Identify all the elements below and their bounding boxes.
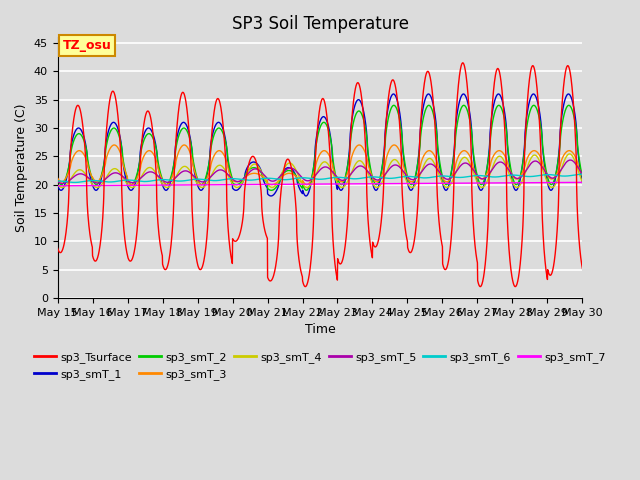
sp3_smT_5 <box>335 176 343 182</box>
sp3_smT_6 <box>532 173 540 179</box>
sp3_smT_4 <box>443 185 451 191</box>
sp3_smT_4 <box>532 153 540 159</box>
Y-axis label: Soil Temperature (C): Soil Temperature (C) <box>15 103 28 232</box>
sp3_smT_5 <box>566 157 574 163</box>
sp3_smT_2 <box>579 174 586 180</box>
sp3_smT_3 <box>200 180 208 186</box>
sp3_smT_3 <box>180 142 188 148</box>
sp3_Tsurface <box>459 60 467 66</box>
sp3_smT_4 <box>547 184 555 190</box>
sp3_Tsurface <box>200 258 208 264</box>
sp3_smT_6 <box>54 178 61 184</box>
sp3_smT_4 <box>472 178 480 183</box>
sp3_Tsurface <box>54 245 61 251</box>
sp3_smT_5 <box>547 175 555 180</box>
Line: sp3_smT_7: sp3_smT_7 <box>58 182 582 186</box>
sp3_smT_5 <box>200 179 208 185</box>
sp3_smT_2 <box>547 182 555 188</box>
sp3_smT_1 <box>473 176 481 182</box>
sp3_smT_5 <box>532 158 540 164</box>
sp3_smT_6 <box>71 180 79 185</box>
sp3_smT_7 <box>335 181 342 187</box>
Line: sp3_smT_3: sp3_smT_3 <box>58 145 582 185</box>
sp3_smT_3 <box>547 176 555 182</box>
sp3_smT_3 <box>579 173 586 179</box>
sp3_smT_3 <box>532 149 540 155</box>
sp3_smT_5 <box>472 171 480 177</box>
sp3_smT_4 <box>200 184 208 190</box>
sp3_Tsurface <box>532 80 540 86</box>
sp3_Tsurface <box>347 135 355 141</box>
Legend: sp3_Tsurface, sp3_smT_1, sp3_smT_2, sp3_smT_3, sp3_smT_4, sp3_smT_5, sp3_smT_6, : sp3_Tsurface, sp3_smT_1, sp3_smT_2, sp3_… <box>29 348 611 384</box>
sp3_smT_5 <box>579 171 586 177</box>
sp3_smT_3 <box>473 174 481 180</box>
sp3_smT_7 <box>547 180 554 185</box>
sp3_smT_7 <box>54 183 61 189</box>
sp3_smT_6 <box>472 173 480 179</box>
sp3_smT_4 <box>579 179 586 185</box>
sp3_smT_7 <box>532 180 540 186</box>
Line: sp3_smT_2: sp3_smT_2 <box>58 105 582 190</box>
sp3_smT_2 <box>54 177 61 182</box>
sp3_smT_2 <box>268 187 275 193</box>
sp3_smT_2 <box>495 102 502 108</box>
sp3_smT_7 <box>579 180 586 185</box>
sp3_smT_6 <box>579 171 586 177</box>
Line: sp3_smT_1: sp3_smT_1 <box>58 94 582 196</box>
sp3_smT_5 <box>347 172 355 178</box>
sp3_Tsurface <box>579 266 586 272</box>
sp3_smT_6 <box>335 174 343 180</box>
sp3_smT_1 <box>200 184 208 190</box>
sp3_smT_7 <box>472 180 480 186</box>
Line: sp3_Tsurface: sp3_Tsurface <box>58 63 582 287</box>
sp3_smT_7 <box>346 181 354 187</box>
sp3_smT_5 <box>59 180 67 186</box>
sp3_smT_2 <box>532 106 540 111</box>
sp3_smT_1 <box>547 187 555 193</box>
sp3_smT_2 <box>472 169 480 175</box>
sp3_smT_3 <box>347 158 355 164</box>
Line: sp3_smT_5: sp3_smT_5 <box>58 160 582 183</box>
sp3_Tsurface <box>547 272 555 277</box>
sp3_smT_2 <box>347 138 355 144</box>
sp3_smT_2 <box>200 180 208 185</box>
sp3_smT_7 <box>200 182 208 188</box>
sp3_smT_2 <box>335 179 343 185</box>
sp3_smT_1 <box>335 185 343 191</box>
sp3_smT_4 <box>566 151 573 157</box>
sp3_Tsurface <box>335 260 343 266</box>
sp3_smT_1 <box>579 180 586 186</box>
sp3_smT_6 <box>347 176 355 181</box>
sp3_smT_6 <box>547 172 555 178</box>
sp3_smT_1 <box>390 91 397 97</box>
sp3_smT_6 <box>200 177 208 182</box>
sp3_Tsurface <box>301 284 309 289</box>
sp3_smT_4 <box>346 173 354 179</box>
sp3_smT_4 <box>54 182 61 188</box>
sp3_smT_3 <box>54 175 61 181</box>
sp3_smT_4 <box>335 182 342 188</box>
sp3_smT_3 <box>198 182 205 188</box>
sp3_smT_1 <box>532 96 540 101</box>
Line: sp3_smT_6: sp3_smT_6 <box>58 174 582 182</box>
X-axis label: Time: Time <box>305 323 335 336</box>
sp3_smT_5 <box>54 179 61 184</box>
Title: SP3 Soil Temperature: SP3 Soil Temperature <box>232 15 408 33</box>
sp3_smT_1 <box>54 182 61 188</box>
Line: sp3_smT_4: sp3_smT_4 <box>58 154 582 188</box>
sp3_smT_3 <box>335 178 343 183</box>
sp3_smT_1 <box>347 128 355 134</box>
sp3_smT_1 <box>267 193 275 199</box>
Text: TZ_osu: TZ_osu <box>63 39 111 52</box>
sp3_Tsurface <box>473 256 481 262</box>
